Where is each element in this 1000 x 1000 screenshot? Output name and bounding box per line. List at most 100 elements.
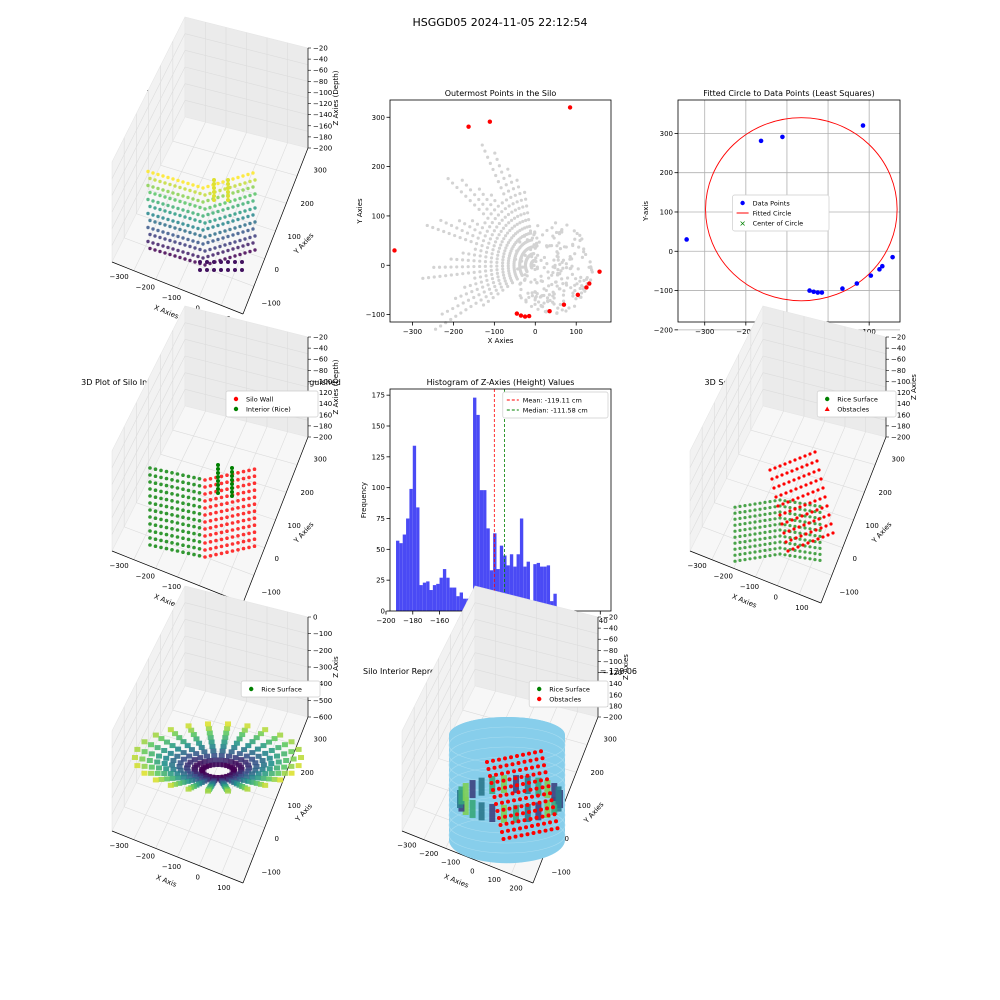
chart-4-wall-point bbox=[236, 541, 240, 545]
chart-2-bg-point bbox=[561, 266, 565, 270]
chart-6-obstacle-point bbox=[768, 468, 772, 472]
chart-8-legend-frame bbox=[528, 680, 609, 708]
chart-1-point bbox=[151, 199, 155, 203]
chart-7-ztick-label: −200 bbox=[313, 647, 332, 655]
chart-1-point bbox=[186, 181, 190, 186]
chart-1-point bbox=[146, 183, 150, 188]
chart-6-obstacle-point bbox=[790, 518, 794, 522]
chart-4-rice-point bbox=[175, 486, 180, 490]
chart-7-surface-cell bbox=[266, 766, 273, 772]
chart-7-surface-cell bbox=[208, 739, 215, 745]
chart-6-obstacle-point bbox=[799, 534, 803, 538]
chart-6-obstacle-point bbox=[791, 498, 795, 502]
chart-1-point bbox=[198, 205, 202, 210]
chart-4-wall-point bbox=[208, 491, 213, 495]
chart-4-rice-point bbox=[230, 482, 234, 486]
chart-4-wall-point bbox=[252, 523, 257, 527]
chart-1-point bbox=[193, 232, 197, 236]
chart-2-bg-point bbox=[472, 253, 477, 257]
chart-2-bg-point bbox=[474, 242, 479, 246]
chart-2-bg-point bbox=[495, 268, 499, 272]
chart-1-point bbox=[178, 199, 182, 204]
chart-6-rice-point bbox=[748, 503, 752, 507]
chart-6-rice-point bbox=[763, 554, 767, 559]
chart-2-bg-point bbox=[489, 291, 493, 296]
chart-2-bg-point bbox=[487, 287, 492, 291]
chart-2-bg-point bbox=[560, 308, 564, 312]
chart-4-rice-point bbox=[148, 522, 152, 526]
chart-2-bg-point bbox=[535, 244, 539, 248]
chart-2-bg-point bbox=[581, 287, 585, 291]
chart-8-silo-ring bbox=[448, 806, 566, 844]
chart-6-rice-point bbox=[753, 520, 757, 524]
chart-1-point bbox=[163, 209, 167, 213]
chart-6-rice-point bbox=[818, 534, 822, 539]
chart-2-bg-point bbox=[421, 276, 425, 280]
chart-2-bg-point bbox=[553, 266, 557, 270]
chart-2-bg-point bbox=[580, 237, 584, 241]
chart-4-wall-point bbox=[247, 545, 251, 550]
chart-1-point bbox=[216, 195, 220, 200]
chart-5-bar bbox=[540, 566, 544, 611]
chart-7-surface-cell bbox=[205, 725, 212, 731]
chart-8-obstacle-point bbox=[543, 828, 548, 833]
chart-7-surface-cell bbox=[249, 774, 256, 780]
chart-4-rice-point bbox=[159, 475, 163, 480]
chart-2-bg-point bbox=[432, 265, 436, 270]
chart-8-obstacle-point bbox=[516, 761, 521, 765]
chart-8-ztick-label: −40 bbox=[603, 625, 618, 633]
chart-1-point bbox=[191, 183, 195, 187]
chart-6-rice-point bbox=[783, 499, 787, 503]
chart-6-rice-point bbox=[773, 553, 777, 557]
chart-5-ytick-label: 25 bbox=[376, 577, 385, 585]
chart-4-rice-point bbox=[216, 479, 220, 483]
chart-1-point bbox=[196, 184, 200, 189]
chart-2-bg-point bbox=[568, 257, 572, 261]
chart-4-legend-swatch bbox=[233, 396, 239, 402]
chart-2-bg-point bbox=[494, 173, 498, 178]
chart-2-bg-point bbox=[556, 258, 560, 262]
chart-8-obstacle-point bbox=[548, 791, 552, 796]
chart-2-bg-point bbox=[502, 176, 506, 181]
chart-2-xlabel: X Axies bbox=[488, 337, 514, 345]
chart-6-rice-point bbox=[783, 505, 787, 509]
chart-1-point bbox=[212, 190, 216, 194]
chart-4-rice-point bbox=[164, 483, 169, 488]
chart-6-obstacle-point bbox=[783, 462, 787, 466]
chart-2-bg-point bbox=[467, 252, 471, 256]
chart-1-point bbox=[238, 238, 242, 243]
chart-1-point bbox=[223, 215, 227, 219]
chart-6-obstacle-point bbox=[813, 499, 817, 503]
chart-4-wall-point bbox=[247, 468, 251, 473]
chart-8-obstacle-point bbox=[539, 778, 543, 783]
chart-2-bg-point bbox=[491, 248, 495, 252]
chart-7-surface-cell bbox=[167, 727, 174, 733]
chart-2-bg-point bbox=[504, 234, 508, 238]
chart-7-surface-cell bbox=[217, 757, 224, 763]
chart-3-legend-swatch bbox=[740, 200, 745, 206]
chart-1-point bbox=[176, 206, 180, 211]
chart-4-rice-point bbox=[170, 499, 174, 503]
chart-2-xtick-label: 100 bbox=[570, 328, 583, 336]
chart-1-wall-grid bbox=[111, 33, 186, 179]
chart-2-bg-point bbox=[497, 233, 501, 237]
chart-2-bg-point bbox=[573, 252, 577, 256]
chart-7-surface-cell bbox=[228, 749, 235, 755]
chart-6-rice-point bbox=[813, 558, 817, 562]
chart-6-rice-point bbox=[793, 524, 797, 529]
chart-2-bg-point bbox=[549, 243, 554, 248]
chart-2-bg-point bbox=[530, 291, 534, 295]
chart-2-bg-point bbox=[478, 254, 482, 258]
chart-1-point bbox=[146, 225, 150, 230]
chart-8-ytick-label: 300 bbox=[604, 736, 617, 744]
chart-2-bg-point bbox=[524, 218, 528, 222]
chart-4-rice-point bbox=[153, 537, 158, 541]
chart-8-silo-top bbox=[449, 717, 565, 753]
chart-4-rice-point bbox=[216, 463, 220, 467]
chart-2-bg-point bbox=[468, 283, 472, 288]
chart-2-bg-point bbox=[564, 262, 568, 266]
chart-1-point bbox=[171, 219, 175, 223]
chart-6-rice-point bbox=[793, 542, 797, 547]
chart-3-ytick-label: 100 bbox=[660, 208, 673, 216]
chart-7-surface-cell bbox=[146, 758, 153, 763]
